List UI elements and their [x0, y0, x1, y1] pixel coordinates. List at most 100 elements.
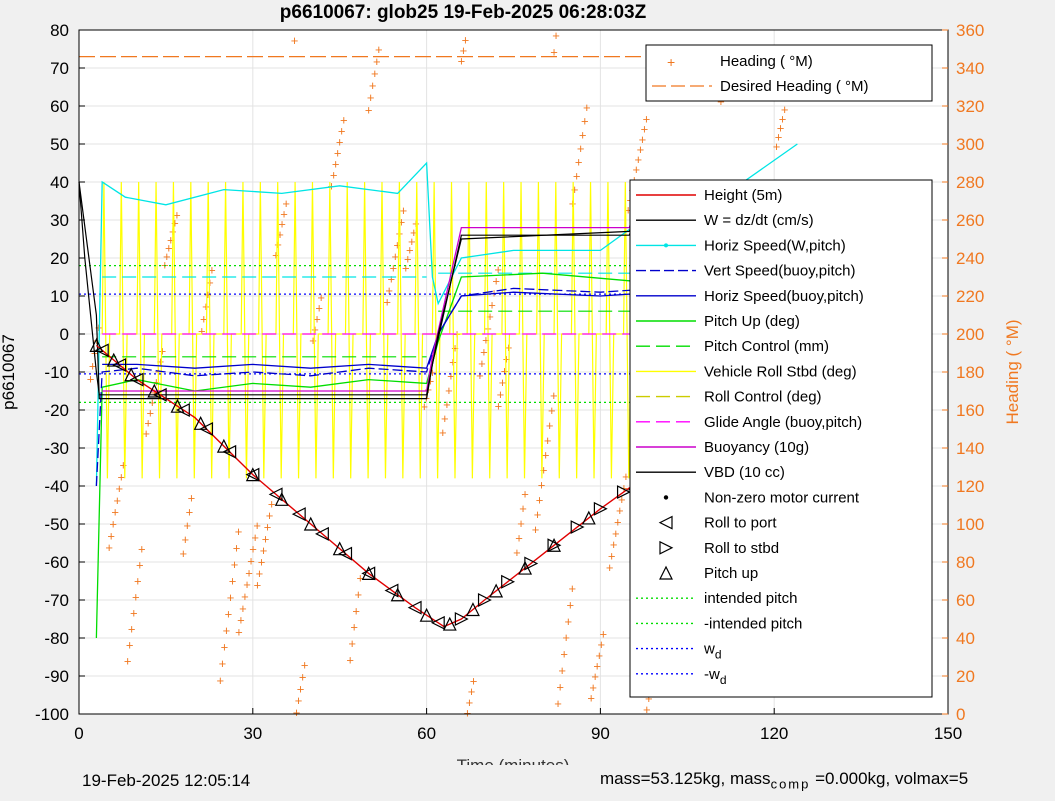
heading-point: +: [460, 43, 468, 58]
legend-label-5: Pitch Up (deg): [704, 313, 800, 330]
heading-point: +: [517, 516, 525, 531]
roll-to-stbd-marker: [547, 538, 562, 553]
x-tick-label-5: 150: [934, 724, 962, 743]
heading-point: +: [614, 514, 622, 529]
heading-point: +: [513, 545, 521, 560]
heading-point: +: [254, 578, 262, 593]
heading-point: +: [587, 691, 595, 706]
heading-point: +: [394, 237, 402, 252]
legend-swatch-13: [658, 515, 673, 530]
y-tick-label-7: 10: [50, 287, 69, 306]
legend-label-16: intended pitch: [704, 590, 797, 607]
heading-point: +: [128, 621, 136, 636]
heading-point: +: [126, 637, 134, 652]
heading-point: +: [554, 696, 562, 711]
y-tick-label-1: 70: [50, 59, 69, 78]
roll-to-port-marker: [152, 387, 167, 402]
heading-point: +: [470, 674, 478, 689]
heading-point: +: [89, 359, 97, 374]
heading-point: +: [365, 102, 373, 117]
heading-point: +: [276, 227, 284, 242]
legend-label-2: Horiz Speed(W,pitch): [704, 237, 846, 254]
heading-point: +: [392, 249, 400, 264]
heading-point: +: [293, 705, 301, 720]
heading-point: +: [558, 663, 566, 678]
heading-point: +: [410, 225, 418, 240]
y-tick-label-0: 80: [50, 21, 69, 40]
heading-point: +: [171, 216, 179, 231]
legend-swatch-12: [663, 495, 669, 500]
pitch-up-marker: [361, 566, 376, 581]
heading-point: +: [564, 614, 572, 629]
heading-point: +: [482, 333, 490, 348]
heading-point: +: [373, 54, 381, 69]
heading-point: +: [597, 637, 605, 652]
heading-point: +: [476, 368, 484, 383]
heading-point: +: [519, 501, 527, 516]
footer-mass: mass=53.125kg, masscomp =0.000kg, volmax…: [600, 769, 968, 791]
y-tick-label-8: 0: [60, 325, 69, 344]
heading-point: +: [350, 620, 358, 635]
heading-point: +: [198, 324, 206, 339]
heading-point: +: [579, 127, 587, 142]
heading-point: +: [400, 203, 408, 218]
heading-point: +: [427, 374, 435, 389]
pitch-up-marker: [274, 491, 289, 506]
heading-point: +: [779, 111, 787, 126]
y2-tick-label-10: 160: [956, 401, 984, 420]
roll-to-port-marker: [199, 422, 214, 436]
pitch-up-series: [95, 272, 798, 639]
pitch-up-marker: [245, 467, 260, 482]
heading-point: +: [115, 481, 123, 496]
heading-point: +: [548, 403, 556, 418]
x-tick-label-4: 120: [760, 724, 788, 743]
footer-date: 19-Feb-2025 12:05:14: [82, 771, 251, 790]
roll-to-port-marker: [222, 444, 237, 459]
legend-label-0: Height (5m): [704, 187, 782, 204]
heading-point: +: [334, 146, 342, 161]
heading-point: +: [624, 203, 632, 218]
heading-point: +: [367, 90, 375, 105]
heading-point: +: [231, 557, 239, 572]
heading-point: +: [488, 297, 496, 312]
heading-point: +: [550, 388, 558, 403]
heading-point: +: [505, 340, 513, 355]
pitch-up-marker: [581, 510, 596, 525]
heading-point: +: [577, 141, 585, 156]
roll-to-stbd-marker: [454, 612, 469, 626]
heading-point: +: [272, 247, 280, 262]
pitch-up-marker: [465, 602, 480, 617]
heading-point: +: [633, 162, 641, 177]
y-tick-label-10: -20: [44, 401, 69, 420]
heading-point: +: [264, 520, 272, 535]
heading-point: +: [124, 653, 132, 668]
y-tick-label-4: 40: [50, 173, 69, 192]
y-axis-right: 3603403203002802602402202001801601401201…: [942, 21, 984, 724]
roll-to-port-marker: [430, 615, 445, 630]
pitch-up-marker: [170, 398, 185, 413]
heading-point: +: [599, 626, 607, 641]
heading-point: +: [311, 322, 319, 337]
heading-point: +: [618, 492, 626, 507]
pitch-up-marker: [332, 541, 347, 556]
heading-point: +: [562, 630, 570, 645]
y2-tick-label-0: 360: [956, 21, 984, 40]
heading-point: +: [202, 299, 210, 314]
roll-to-port-marker: [361, 566, 376, 581]
heading-point: +: [221, 640, 229, 655]
heading-point: +: [521, 486, 529, 501]
legend-label-13: Roll to port: [704, 515, 777, 532]
heading-point: +: [105, 540, 113, 555]
heading-point: +: [134, 574, 142, 589]
heading-point: +: [544, 433, 552, 448]
pitch-up-marker: [124, 367, 139, 382]
y2-tick-label-8: 200: [956, 325, 984, 344]
legend-label-3: Vert Speed(buoy,pitch): [704, 263, 855, 280]
roll-to-port-marker: [245, 467, 260, 482]
legend-heading-marker: +: [667, 54, 675, 70]
heading-point: +: [227, 590, 235, 605]
x-tick-label-3: 90: [591, 724, 610, 743]
y2-tick-label-2: 320: [956, 97, 984, 116]
heading-point: +: [495, 399, 503, 414]
roll-to-port-marker: [407, 600, 422, 615]
